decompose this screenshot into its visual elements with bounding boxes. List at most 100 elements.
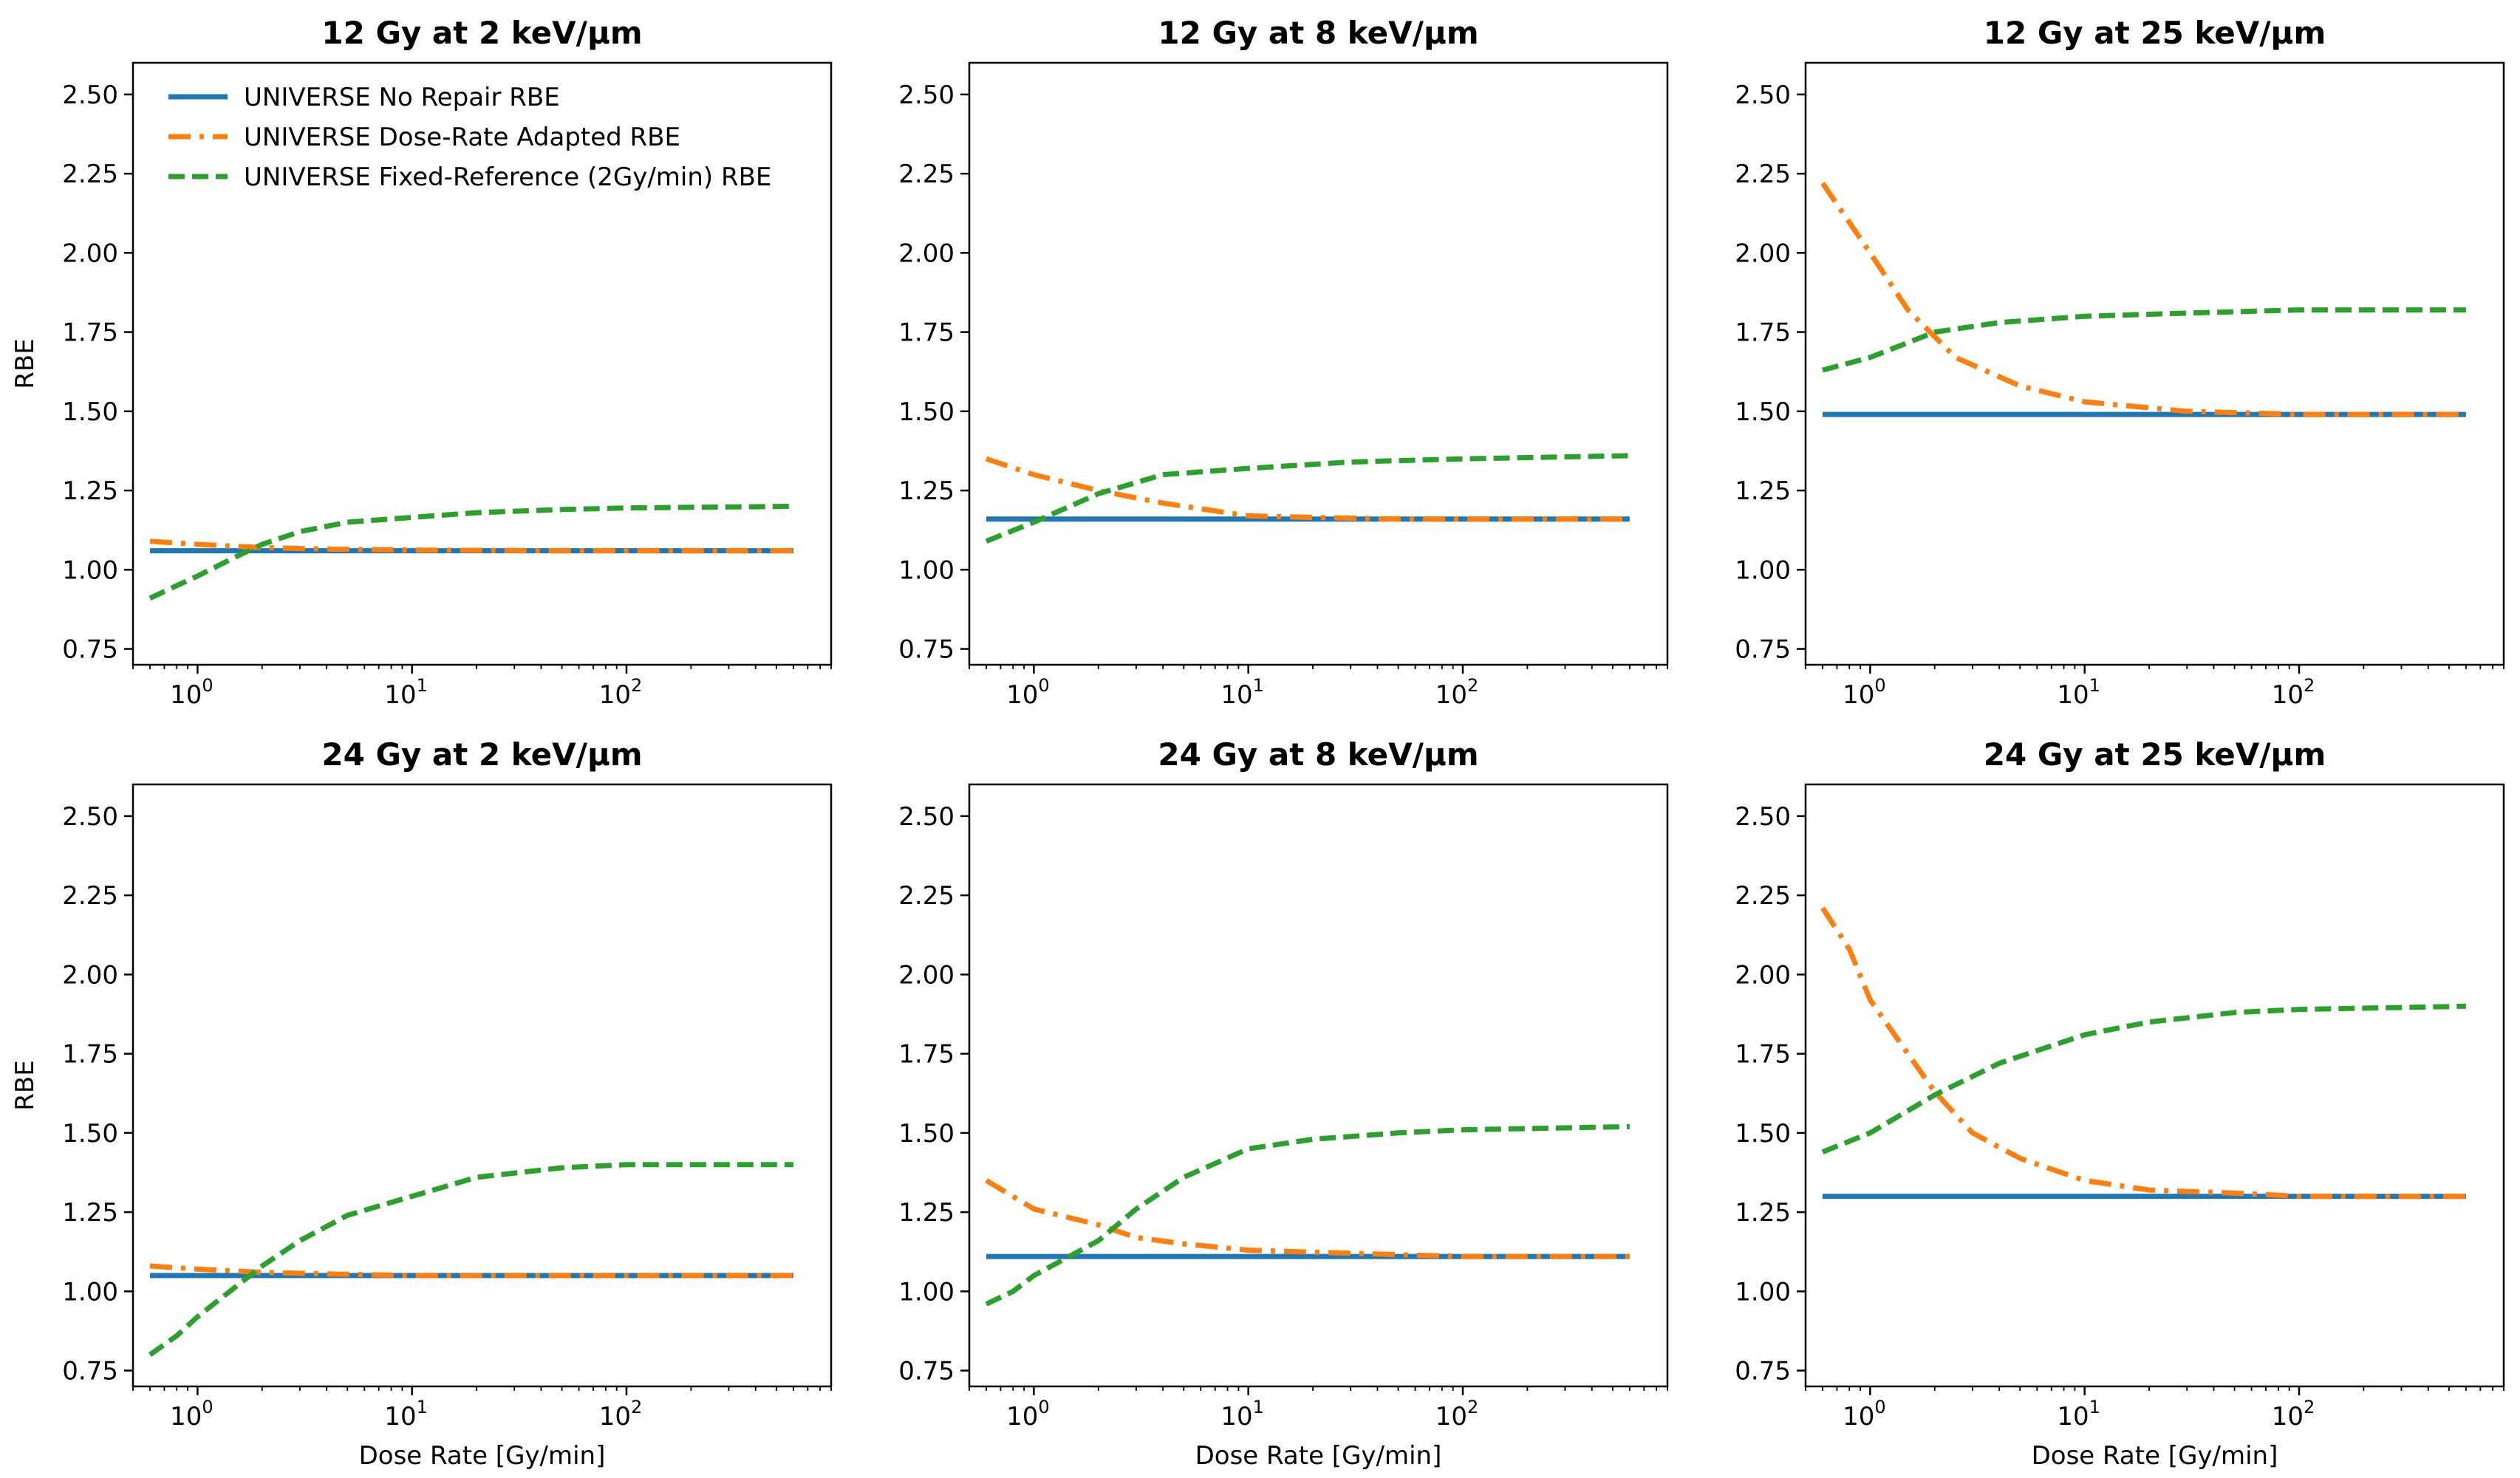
plot-area xyxy=(1806,63,2504,665)
series-line-dose-rate-adapted xyxy=(985,1178,1630,1259)
y-tick-label: 0.75 xyxy=(62,1357,118,1386)
x-axis-label: Dose Rate [Gy/min] xyxy=(2032,1441,2278,1471)
y-tick-label: 2.25 xyxy=(898,881,955,911)
x-tick-label: 102 xyxy=(599,1397,643,1431)
x-tick-label: 101 xyxy=(1220,675,1264,710)
y-tick-label: 2.00 xyxy=(898,239,955,268)
series-line-fixed-reference xyxy=(1821,1003,2466,1154)
x-tick-label: 102 xyxy=(1435,1397,1479,1431)
y-tick-label: 1.75 xyxy=(898,318,955,348)
y-axis-label: RBE xyxy=(10,1060,40,1110)
y-tick-label: 1.25 xyxy=(1735,1198,1791,1228)
y-tick-label: 1.25 xyxy=(1735,476,1791,506)
y-tick-label: 2.00 xyxy=(1735,960,1791,990)
x-tick-label: 102 xyxy=(2272,675,2315,710)
y-tick-label: 1.50 xyxy=(62,1119,118,1149)
x-tick-label: 100 xyxy=(1006,675,1050,710)
y-tick-label: 2.50 xyxy=(898,81,955,110)
y-tick-label: 1.00 xyxy=(62,555,118,585)
axes-frame xyxy=(132,61,833,666)
subplot-5: 0.75 1.00 1.25 1.50 1.75 2.00 2.25 2.50 100 101 10… xyxy=(898,736,1669,1471)
y-tick-label: 2.50 xyxy=(1735,81,1791,110)
subplot-6: 0.75 1.00 1.25 1.50 1.75 2.00 2.25 2.50 100 101 10… xyxy=(1735,736,2505,1471)
y-tick-label: 1.25 xyxy=(62,1198,118,1228)
series-line-fixed-reference xyxy=(985,1123,1630,1307)
series-group xyxy=(148,504,793,601)
y-tick-label: 0.75 xyxy=(898,635,955,665)
x-tick-label: 101 xyxy=(384,675,428,710)
axes-frame xyxy=(968,61,1669,666)
y-tick-label: 1.75 xyxy=(1735,318,1791,348)
subplot-3: 0.75 1.00 1.25 1.50 1.75 2.00 2.25 2.50 100 101 10… xyxy=(1735,15,2505,710)
y-tick-label: 1.00 xyxy=(898,1277,955,1307)
y-axis-label: RBE xyxy=(10,338,40,389)
y-tick-label: 1.50 xyxy=(1735,1119,1791,1149)
y-tick-label: 2.25 xyxy=(898,160,955,189)
y-tick-label: 2.00 xyxy=(62,239,118,268)
y-tick-label: 2.25 xyxy=(62,881,118,911)
legend-label: UNIVERSE Dose-Rate Adapted RBE xyxy=(244,123,680,152)
y-tick-label: 2.25 xyxy=(62,160,118,189)
plot-area xyxy=(1806,784,2504,1386)
y-tick-label: 1.75 xyxy=(62,318,118,348)
y-tick-label: 0.75 xyxy=(1735,635,1791,665)
legend-label: UNIVERSE Fixed-Reference (2Gy/min) RBE xyxy=(244,162,771,192)
y-tick-label: 1.75 xyxy=(1735,1040,1791,1070)
x-axis-label: Dose Rate [Gy/min] xyxy=(359,1441,606,1471)
series-line-dose-rate-adapted xyxy=(149,538,793,554)
plot-area xyxy=(133,63,831,665)
subplot-2: 0.75 1.00 1.25 1.50 1.75 2.00 2.25 2.50 100 101 10… xyxy=(898,15,1669,710)
y-tick-label: 1.50 xyxy=(898,1119,955,1149)
x-tick-label: 101 xyxy=(1220,1397,1264,1431)
axes-frame xyxy=(1804,61,2505,666)
y-tick-label: 2.25 xyxy=(1735,160,1791,189)
y-tick-label: 2.50 xyxy=(1735,802,1791,832)
panel-title: 12 Gy at 8 keV/μm xyxy=(1158,15,1478,51)
x-axis-label: Dose Rate [Gy/min] xyxy=(1195,1441,1442,1471)
series-line-fixed-reference xyxy=(1822,307,2466,373)
y-tick-label: 1.50 xyxy=(62,397,118,427)
subplot-4: 0.75 1.00 1.25 1.50 1.75 2.00 2.25 2.50 100 101 10… xyxy=(10,736,833,1471)
series-line-dose-rate-adapted xyxy=(1820,906,2466,1200)
plot-area xyxy=(969,784,1667,1386)
series-group xyxy=(1820,182,2466,417)
x-tick-label: 102 xyxy=(2272,1397,2315,1431)
y-tick-label: 2.50 xyxy=(898,802,955,832)
panel-title: 12 Gy at 25 keV/μm xyxy=(1984,15,2326,51)
y-tick-label: 0.75 xyxy=(62,635,118,665)
y-tick-label: 1.75 xyxy=(62,1040,118,1070)
y-tick-label: 1.50 xyxy=(1735,397,1791,427)
series-line-dose-rate-adapted xyxy=(985,456,1630,522)
y-tick-label: 0.75 xyxy=(1735,1357,1791,1386)
y-tick-label: 1.00 xyxy=(62,1277,118,1307)
series-line-dose-rate-adapted xyxy=(1820,182,2466,417)
y-tick-label: 1.00 xyxy=(898,555,955,585)
x-tick-label: 102 xyxy=(599,675,643,710)
y-tick-label: 0.75 xyxy=(898,1357,955,1386)
x-tick-label: 100 xyxy=(170,1397,214,1431)
panel-title: 24 Gy at 2 keV/μm xyxy=(321,736,642,773)
x-tick-label: 100 xyxy=(1843,675,1886,710)
y-tick-label: 2.50 xyxy=(62,81,118,110)
y-tick-label: 2.50 xyxy=(62,802,118,832)
y-tick-label: 2.00 xyxy=(62,960,118,990)
y-tick-label: 1.75 xyxy=(898,1040,955,1070)
x-tick-label: 101 xyxy=(2057,675,2100,710)
y-tick-label: 1.25 xyxy=(62,476,118,506)
panel-title: 12 Gy at 2 keV/μm xyxy=(321,15,642,51)
x-tick-label: 102 xyxy=(1435,675,1479,710)
y-tick-label: 1.00 xyxy=(1735,555,1791,585)
y-tick-label: 2.25 xyxy=(1735,881,1791,911)
series-line-fixed-reference xyxy=(985,453,1630,544)
subplot-1: 0.75 1.00 1.25 1.50 1.75 2.00 2.25 2.50 100 101 10… xyxy=(10,15,833,710)
x-tick-label: 100 xyxy=(1843,1397,1886,1431)
series-group xyxy=(985,453,1630,544)
series-line-fixed-reference xyxy=(148,1162,793,1357)
x-tick-label: 101 xyxy=(2057,1397,2100,1431)
x-tick-label: 101 xyxy=(384,1397,428,1431)
series-group xyxy=(1820,906,2466,1200)
x-tick-label: 100 xyxy=(1006,1397,1050,1431)
y-tick-label: 2.00 xyxy=(898,960,955,990)
y-tick-label: 1.50 xyxy=(898,397,955,427)
